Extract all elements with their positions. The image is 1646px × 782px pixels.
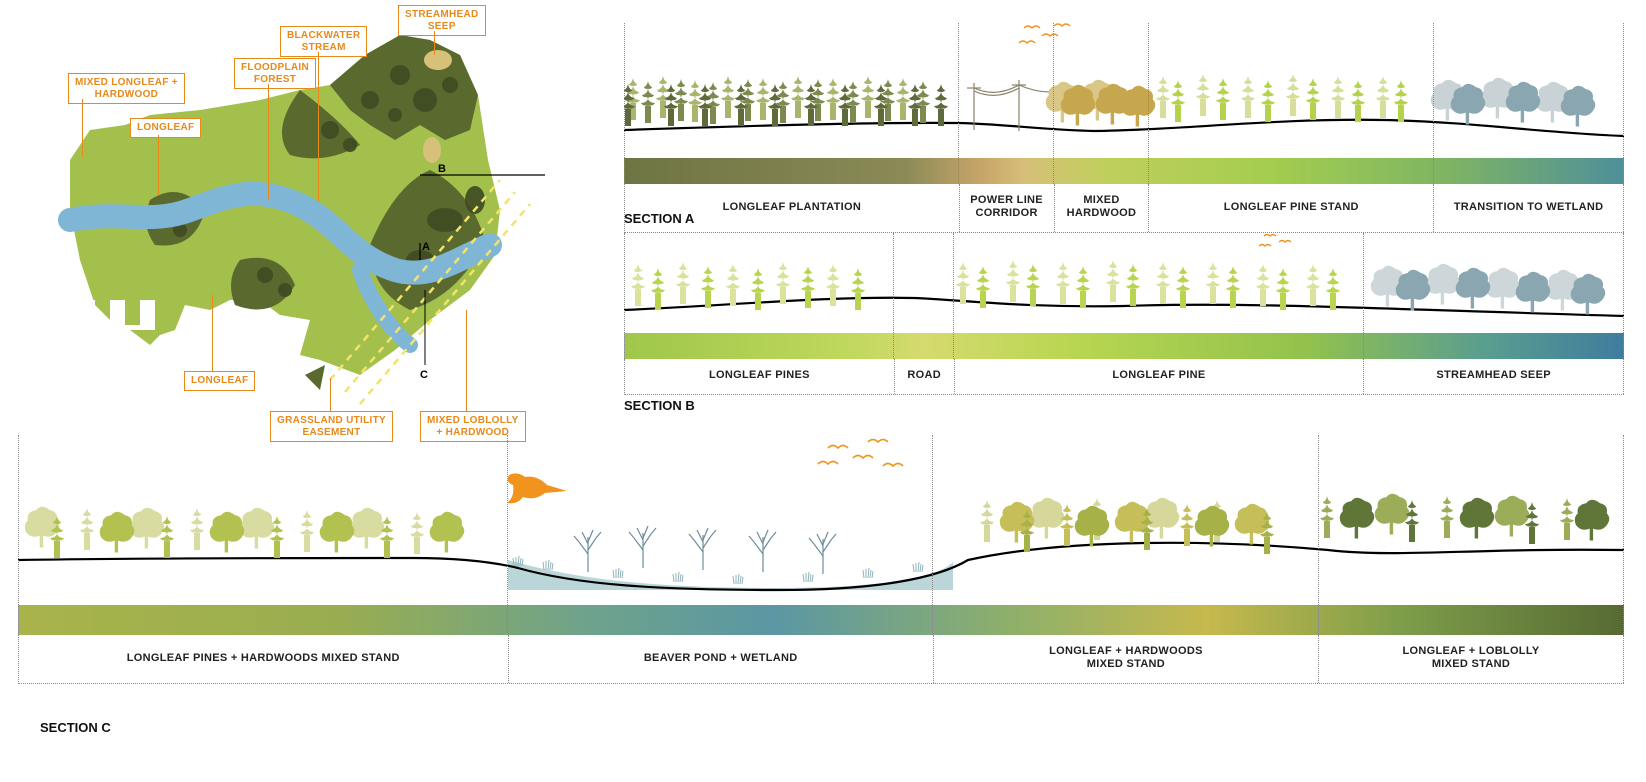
zone-label: POWER LINECORRIDOR (960, 184, 1055, 232)
section-c-zones: LONGLEAF PINES + HARDWOODS MIXED STAND B… (18, 635, 1624, 684)
map-tan-patch (424, 50, 452, 70)
callout-streamhead-seep: STREAMHEADSEEP (398, 5, 486, 36)
zone-label: LONGLEAF + LOBLOLLYMIXED STAND (1319, 635, 1624, 683)
trees-c-left (25, 507, 465, 558)
birds-c (818, 440, 903, 467)
section-b: LONGLEAF PINES ROAD LONGLEAF PINE STREAM… (624, 228, 1624, 409)
section-c-illustration (18, 430, 1624, 600)
zone-label: TRANSITION TO WETLAND (1434, 184, 1624, 232)
zone-label: LONGLEAF PINE STAND (1149, 184, 1434, 232)
zone-label: ROAD (895, 359, 955, 394)
heron-icon (507, 473, 567, 503)
zone-label: LONGLEAF PINES (625, 359, 895, 394)
trees-pine-stand (1156, 74, 1408, 122)
section-b-zones: LONGLEAF PINES ROAD LONGLEAF PINE STREAM… (624, 359, 1624, 395)
zone-label: LONGLEAF + HARDWOODSMIXED STAND (934, 635, 1319, 683)
trees-mixed-hw (1046, 80, 1156, 127)
section-a-title: SECTION A (624, 211, 694, 226)
trees-wetland (1431, 78, 1596, 127)
svg-text:B: B (438, 163, 446, 175)
section-b-illustration (624, 228, 1624, 328)
wetland-bare-trees (574, 526, 836, 574)
callout-longleaf-2: LONGLEAF (184, 371, 255, 391)
callout-longleaf-1: LONGLEAF (130, 118, 201, 138)
zone-label: LONGLEAF PINE (955, 359, 1365, 394)
svg-text:C: C (420, 369, 428, 381)
section-c: LONGLEAF PINES + HARDWOODS MIXED STAND B… (18, 430, 1624, 695)
svg-text:A: A (422, 241, 430, 253)
section-a-zones: LONGLEAF PLANTATION POWER LINECORRIDOR M… (624, 184, 1624, 233)
map-cutouts (65, 300, 155, 330)
zone-label: STREAMHEAD SEEP (1364, 359, 1624, 394)
section-c-title: SECTION C (40, 720, 111, 735)
trees-plantation (624, 76, 948, 126)
section-a-illustration (624, 18, 1624, 153)
zone-label: LONGLEAF PINES + HARDWOODS MIXED STAND (19, 635, 509, 683)
habitat-plan-map: B A C MIXED LONGLEAF +HARDWOOD LONGLEAF … (0, 0, 590, 440)
birds-b (1259, 235, 1291, 247)
callout-blackwater-stream: BLACKWATERSTREAM (280, 26, 367, 57)
section-c-gradient (18, 605, 1624, 635)
section-b-gradient (624, 333, 1624, 359)
section-a-gradient (624, 158, 1624, 184)
pond-water (508, 560, 953, 590)
zone-label: MIXEDHARDWOOD (1055, 184, 1150, 232)
section-b-title: SECTION B (624, 398, 695, 413)
callout-floodplain-forest: FLOODPLAINFOREST (234, 58, 316, 89)
zone-label: BEAVER POND + WETLAND (509, 635, 934, 683)
callout-mixed-longleaf-hardwood: MIXED LONGLEAF +HARDWOOD (68, 73, 185, 104)
birds-a (1019, 24, 1070, 43)
ground-c (18, 543, 1624, 590)
section-a: LONGLEAF PLANTATION POWER LINECORRIDOR M… (624, 18, 1624, 239)
